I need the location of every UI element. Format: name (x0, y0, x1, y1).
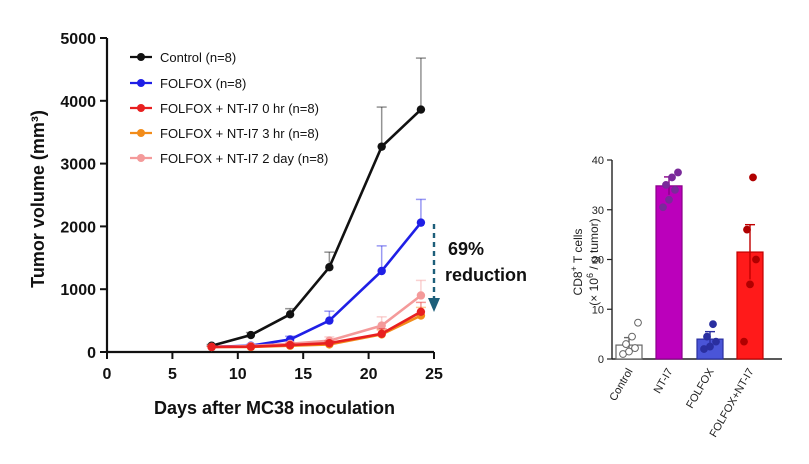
data-point (207, 342, 216, 352)
data-point (325, 263, 334, 272)
legend-label: FOLFOX (n=8) (160, 76, 246, 91)
data-point (416, 105, 426, 114)
individual-point (631, 344, 639, 352)
legend-marker (137, 129, 145, 137)
individual-point (752, 255, 760, 264)
series-line (211, 310, 422, 349)
reduction-arrow-head (428, 298, 440, 312)
bar-category-label: Control (607, 367, 635, 404)
series-line (211, 108, 422, 347)
bar-y-tick-label: 10 (592, 304, 604, 316)
bar-group-4 (736, 173, 764, 360)
data-point (325, 339, 334, 348)
data-point (377, 266, 386, 276)
y-tick-label: 0 (87, 345, 96, 362)
bar-y-label2-tail: / g tumor) (587, 218, 601, 273)
data-point (246, 330, 256, 340)
bar-y-axis-label-2: (× 106 / g tumor) (585, 218, 601, 305)
y-tick-label: 5000 (60, 31, 96, 48)
x-tick-label: 25 (425, 366, 443, 383)
individual-point (628, 332, 636, 341)
individual-point (622, 340, 630, 348)
bar-y-label-main: CD8 (571, 271, 585, 295)
legend-marker (137, 79, 145, 87)
legend-marker (137, 154, 145, 162)
y-tick-label: 3000 (60, 157, 96, 174)
data-point (285, 340, 295, 350)
legend-marker (137, 104, 145, 112)
data-point (377, 142, 386, 151)
bar-y-tick-label: 20 (592, 255, 604, 267)
bar-y-axis-label: CD8+ T cells (569, 229, 585, 296)
data-point (377, 321, 386, 330)
series-line (211, 294, 422, 349)
y-tick-label: 2000 (60, 219, 96, 236)
legend-label: FOLFOX + NT-I7 3 hr (n=8) (160, 126, 319, 141)
individual-point (671, 185, 679, 194)
individual-point (746, 280, 754, 289)
individual-point (674, 168, 682, 177)
data-point (416, 307, 426, 317)
y-tick-label: 4000 (60, 94, 96, 111)
bar-category-label: NT-I7 (652, 367, 676, 396)
bar-y-tick-label: 40 (592, 155, 604, 167)
bar-group-2 (655, 168, 683, 360)
bar (655, 185, 683, 360)
legend-marker (137, 53, 145, 61)
annotation-line1: 69% (448, 239, 484, 259)
individual-point (712, 337, 720, 346)
annotation-line2: reduction (445, 265, 527, 285)
bar-category-label: FOLFOX (684, 366, 717, 411)
data-point (285, 310, 295, 319)
individual-point (659, 203, 667, 212)
bar-y-tick-label: 30 (592, 205, 604, 217)
individual-point (740, 337, 748, 346)
bar-y-label-sup: + (569, 266, 579, 271)
series-3 (206, 301, 426, 352)
data-point (416, 218, 426, 227)
individual-point (634, 318, 642, 327)
data-point (416, 291, 426, 300)
x-tick-label: 15 (294, 366, 312, 383)
series-5 (206, 279, 426, 352)
bar-group-1 (615, 318, 643, 360)
y-axis-label: Tumor volume (mm³) (28, 110, 48, 288)
bar-y-label-tail: T cells (571, 229, 585, 267)
x-tick-label: 20 (360, 366, 378, 383)
individual-point (662, 180, 670, 189)
individual-point (668, 173, 676, 182)
data-point (246, 342, 256, 351)
individual-point (706, 342, 714, 351)
individual-point (703, 332, 711, 341)
legend-label: FOLFOX + NT-I7 2 day (n=8) (160, 151, 328, 166)
legend-label: Control (n=8) (160, 50, 236, 65)
x-axis-label: Days after MC38 inoculation (154, 398, 395, 418)
bar-y-label2-main: (× 10 (587, 278, 601, 306)
x-tick-label: 0 (103, 366, 112, 383)
individual-point (625, 347, 633, 356)
bar-group-3 (696, 320, 724, 360)
data-point (325, 316, 334, 325)
individual-point (749, 173, 757, 182)
bar-y-tick-label: 0 (598, 354, 604, 366)
bar-category-label: FOLFOX+NT-I7 (708, 367, 757, 440)
individual-point (665, 195, 673, 204)
individual-point (709, 320, 717, 329)
data-point (377, 329, 386, 338)
bar-y-label2-sup: 6 (585, 273, 595, 278)
individual-point (743, 225, 751, 234)
legend-label: FOLFOX + NT-I7 0 hr (n=8) (160, 101, 319, 116)
y-tick-label: 1000 (60, 282, 96, 299)
series-1 (206, 57, 426, 350)
x-tick-label: 10 (229, 366, 247, 383)
x-tick-label: 5 (168, 366, 177, 383)
